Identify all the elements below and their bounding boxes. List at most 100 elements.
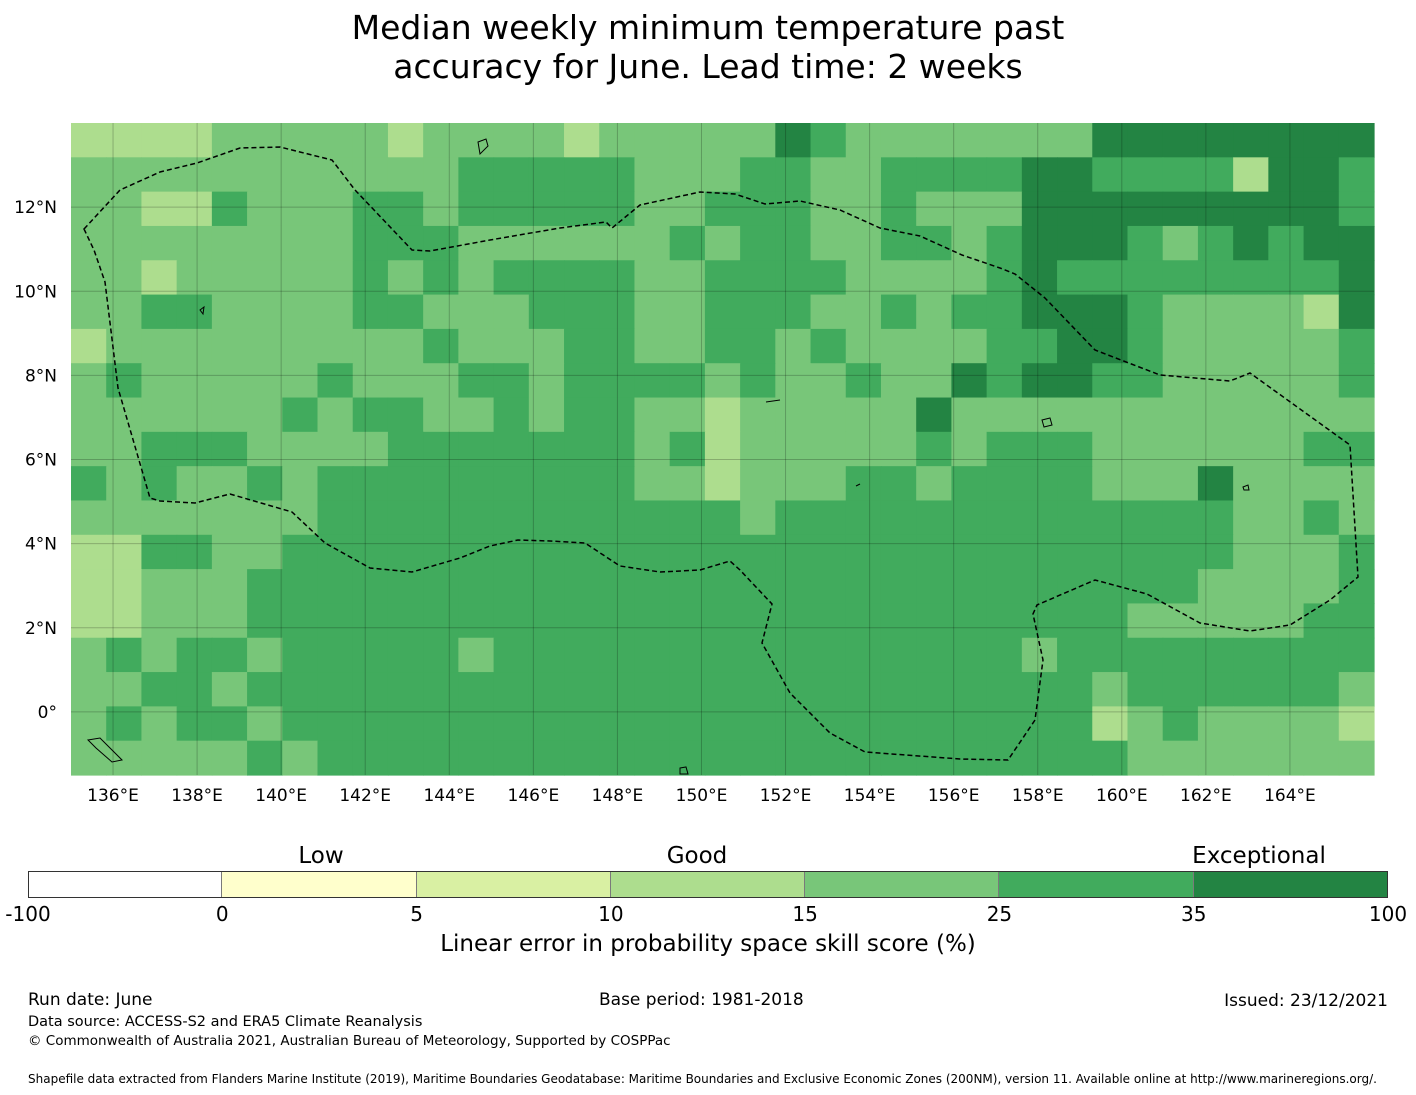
map-cell: [458, 500, 495, 536]
map-cell: [528, 637, 565, 673]
map-cell: [845, 294, 882, 330]
map-cell: [986, 672, 1023, 707]
longitude-tick-label: 136°E: [87, 786, 139, 806]
map-cell: [880, 260, 917, 296]
map-cell: [176, 157, 213, 193]
map-cell: [387, 260, 424, 296]
map-cell: [528, 363, 565, 399]
colorbar-tick-label: 100: [1368, 902, 1408, 926]
map-cell: [634, 123, 671, 158]
map-cell: [1197, 706, 1234, 742]
map-cell: [775, 328, 812, 364]
map-cell: [810, 328, 847, 364]
map-cell: [458, 672, 495, 707]
map-cell: [775, 191, 812, 227]
map-cell: [880, 672, 917, 707]
map-cell: [211, 260, 248, 296]
map-cell: [634, 466, 671, 502]
map-cell: [916, 123, 953, 158]
map-cell: [141, 637, 178, 673]
map-cell: [599, 294, 636, 330]
copyright: © Commonwealth of Australia 2021, Austra…: [28, 1033, 671, 1049]
map-cell: [423, 534, 459, 570]
map-cell: [317, 397, 354, 433]
map-cell: [704, 363, 741, 399]
map-cell: [916, 431, 953, 467]
map-cell: [669, 294, 706, 330]
map-cell: [1162, 397, 1199, 433]
map-cell: [106, 500, 143, 536]
map-cell: [916, 603, 953, 639]
map-cell: [106, 603, 143, 639]
map-cell: [951, 431, 988, 467]
map-cell: [106, 569, 143, 605]
map-cell: [1162, 191, 1199, 227]
map-cell: [282, 603, 319, 639]
map-cell: [1197, 466, 1234, 502]
map-cell: [1303, 603, 1340, 639]
longitude-tick-label: 138°E: [171, 786, 223, 806]
map-cell: [458, 123, 495, 158]
map-cell: [528, 500, 565, 536]
map-cell: [704, 191, 741, 227]
map-cell: [951, 328, 988, 364]
map-cell: [704, 260, 741, 296]
map-cell: [634, 500, 671, 536]
map-cell: [528, 431, 565, 467]
map-cell: [1057, 260, 1093, 296]
map-cell: [1303, 466, 1340, 502]
map-cell: [1057, 603, 1093, 639]
map-cell: [141, 397, 178, 433]
map-cell: [599, 637, 636, 673]
map-cell: [211, 431, 248, 467]
map-cell: [1127, 123, 1164, 158]
map-cell: [71, 431, 107, 467]
map-cell: [317, 466, 354, 502]
map-cell: [423, 603, 459, 639]
map-cell: [1303, 706, 1340, 742]
map-cell: [1021, 740, 1058, 776]
map-cell: [880, 328, 917, 364]
map-cell: [493, 637, 530, 673]
map-cell: [106, 431, 143, 467]
map-cell: [599, 603, 636, 639]
map-cell: [669, 706, 706, 742]
map-cell: [317, 363, 354, 399]
map-cell: [986, 225, 1023, 261]
map-cell: [775, 740, 812, 776]
map-cell: [423, 466, 459, 502]
map-cell: [1092, 397, 1129, 433]
map-cell: [458, 637, 495, 673]
map-cell: [634, 191, 671, 227]
map-cell: [1127, 260, 1164, 296]
map-cell: [704, 328, 741, 364]
map-cell: [352, 363, 389, 399]
map-cell: [951, 397, 988, 433]
map-cell: [1303, 328, 1340, 364]
map-cell: [1197, 500, 1234, 536]
map-cell: [810, 294, 847, 330]
map-cell: [669, 157, 706, 193]
map-cell: [916, 397, 953, 433]
map-cell: [317, 706, 354, 742]
map-cell: [1338, 191, 1375, 227]
colorbar-segment: [28, 871, 223, 898]
map-cell: [1092, 225, 1129, 261]
map-cell: [247, 431, 283, 467]
map-cell: [1057, 672, 1093, 707]
map-cell: [1127, 706, 1164, 742]
map-cell: [528, 294, 565, 330]
latitude-tick-label: 0°: [38, 703, 57, 723]
map-cell: [493, 603, 530, 639]
map-cell: [599, 397, 636, 433]
map-cell: [458, 191, 495, 227]
map-cell: [1057, 466, 1093, 502]
map-cell: [1338, 706, 1375, 742]
map-cell: [1268, 260, 1305, 296]
map-cell: [106, 706, 143, 742]
map-cell: [458, 534, 495, 570]
map-cell: [282, 191, 319, 227]
map-cell: [1233, 603, 1269, 639]
map-cell: [71, 500, 107, 536]
map-cell: [1092, 534, 1129, 570]
